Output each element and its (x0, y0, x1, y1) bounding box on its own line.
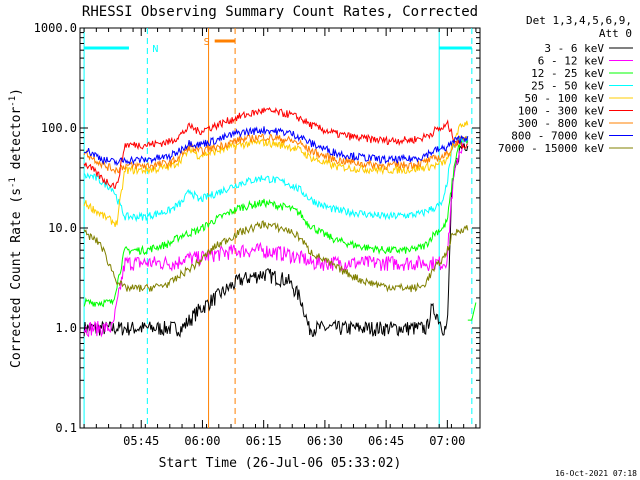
series-line (83, 143, 469, 338)
y-tick-label: 100.0 (41, 121, 77, 135)
y-tick-label: 10.0 (48, 221, 77, 235)
y-axis: 0.1 1.0 10.0 100.0 1000.0 (34, 21, 480, 435)
chart-title: RHESSI Observing Summary Count Rates, Co… (82, 4, 478, 20)
series-line (83, 133, 469, 175)
y-axis-label: Corrected Count Rate (s-1 detector-1) (8, 88, 24, 368)
series-layer (83, 106, 477, 338)
x-axis-label: Start Time (26-Jul-06 05:33:02) (159, 456, 402, 471)
x-tick-label: 06:15 (246, 434, 282, 448)
y-tick-label: 1.0 (55, 321, 77, 335)
legend-header-line2: Att 0 (599, 27, 632, 40)
series-line (83, 106, 469, 190)
x-tick-label: 06:30 (307, 434, 343, 448)
legend-label: 300 - 800 keV (518, 117, 604, 130)
legend-header-line1: Det 1,3,4,5,6,9, (526, 14, 632, 27)
series-line (83, 220, 469, 293)
marker-label: N (152, 44, 158, 55)
series-line (83, 126, 469, 167)
legend-label: 50 - 100 keV (525, 92, 605, 105)
series-tail (467, 302, 477, 321)
series-line (83, 135, 469, 223)
legend-label: 7000 - 15000 keV (498, 142, 604, 155)
x-axis: 05:45 06:00 06:15 06:30 06:45 07:00 (83, 28, 477, 448)
legend-label: 800 - 7000 keV (511, 130, 604, 143)
marker-label: S (204, 37, 210, 48)
legend-label: 3 - 6 keV (544, 42, 604, 55)
y-tick-label: 1000.0 (34, 21, 77, 35)
x-tick-label: 05:45 (123, 434, 159, 448)
legend-label: 12 - 25 keV (531, 67, 604, 80)
legend-label: 100 - 300 keV (518, 105, 604, 118)
x-tick-label: 06:45 (368, 434, 404, 448)
series-line (83, 120, 469, 228)
x-tick-label: 06:00 (184, 434, 220, 448)
legend-label: 25 - 50 keV (531, 80, 604, 93)
y-tick-label: 0.1 (55, 421, 77, 435)
series-line (83, 135, 469, 308)
series-line (83, 137, 469, 338)
legend-label: 6 - 12 keV (538, 55, 605, 68)
footer-date: 16-Oct-2021 07:18 (555, 469, 637, 478)
x-tick-label: 07:00 (429, 434, 465, 448)
